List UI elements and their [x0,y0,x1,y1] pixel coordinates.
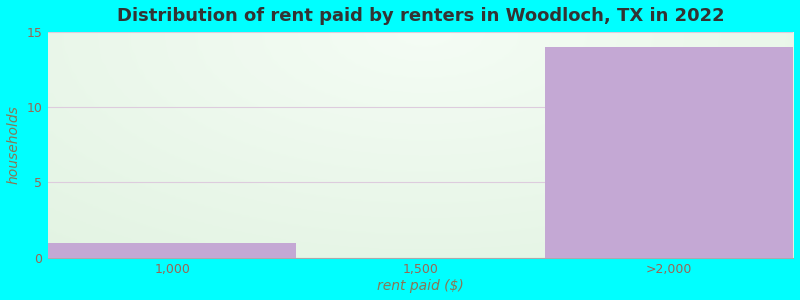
Bar [48,243,296,258]
Y-axis label: households: households [7,106,21,184]
Title: Distribution of rent paid by renters in Woodloch, TX in 2022: Distribution of rent paid by renters in … [117,7,724,25]
Bar [545,47,793,258]
X-axis label: rent paid ($): rent paid ($) [377,279,464,293]
